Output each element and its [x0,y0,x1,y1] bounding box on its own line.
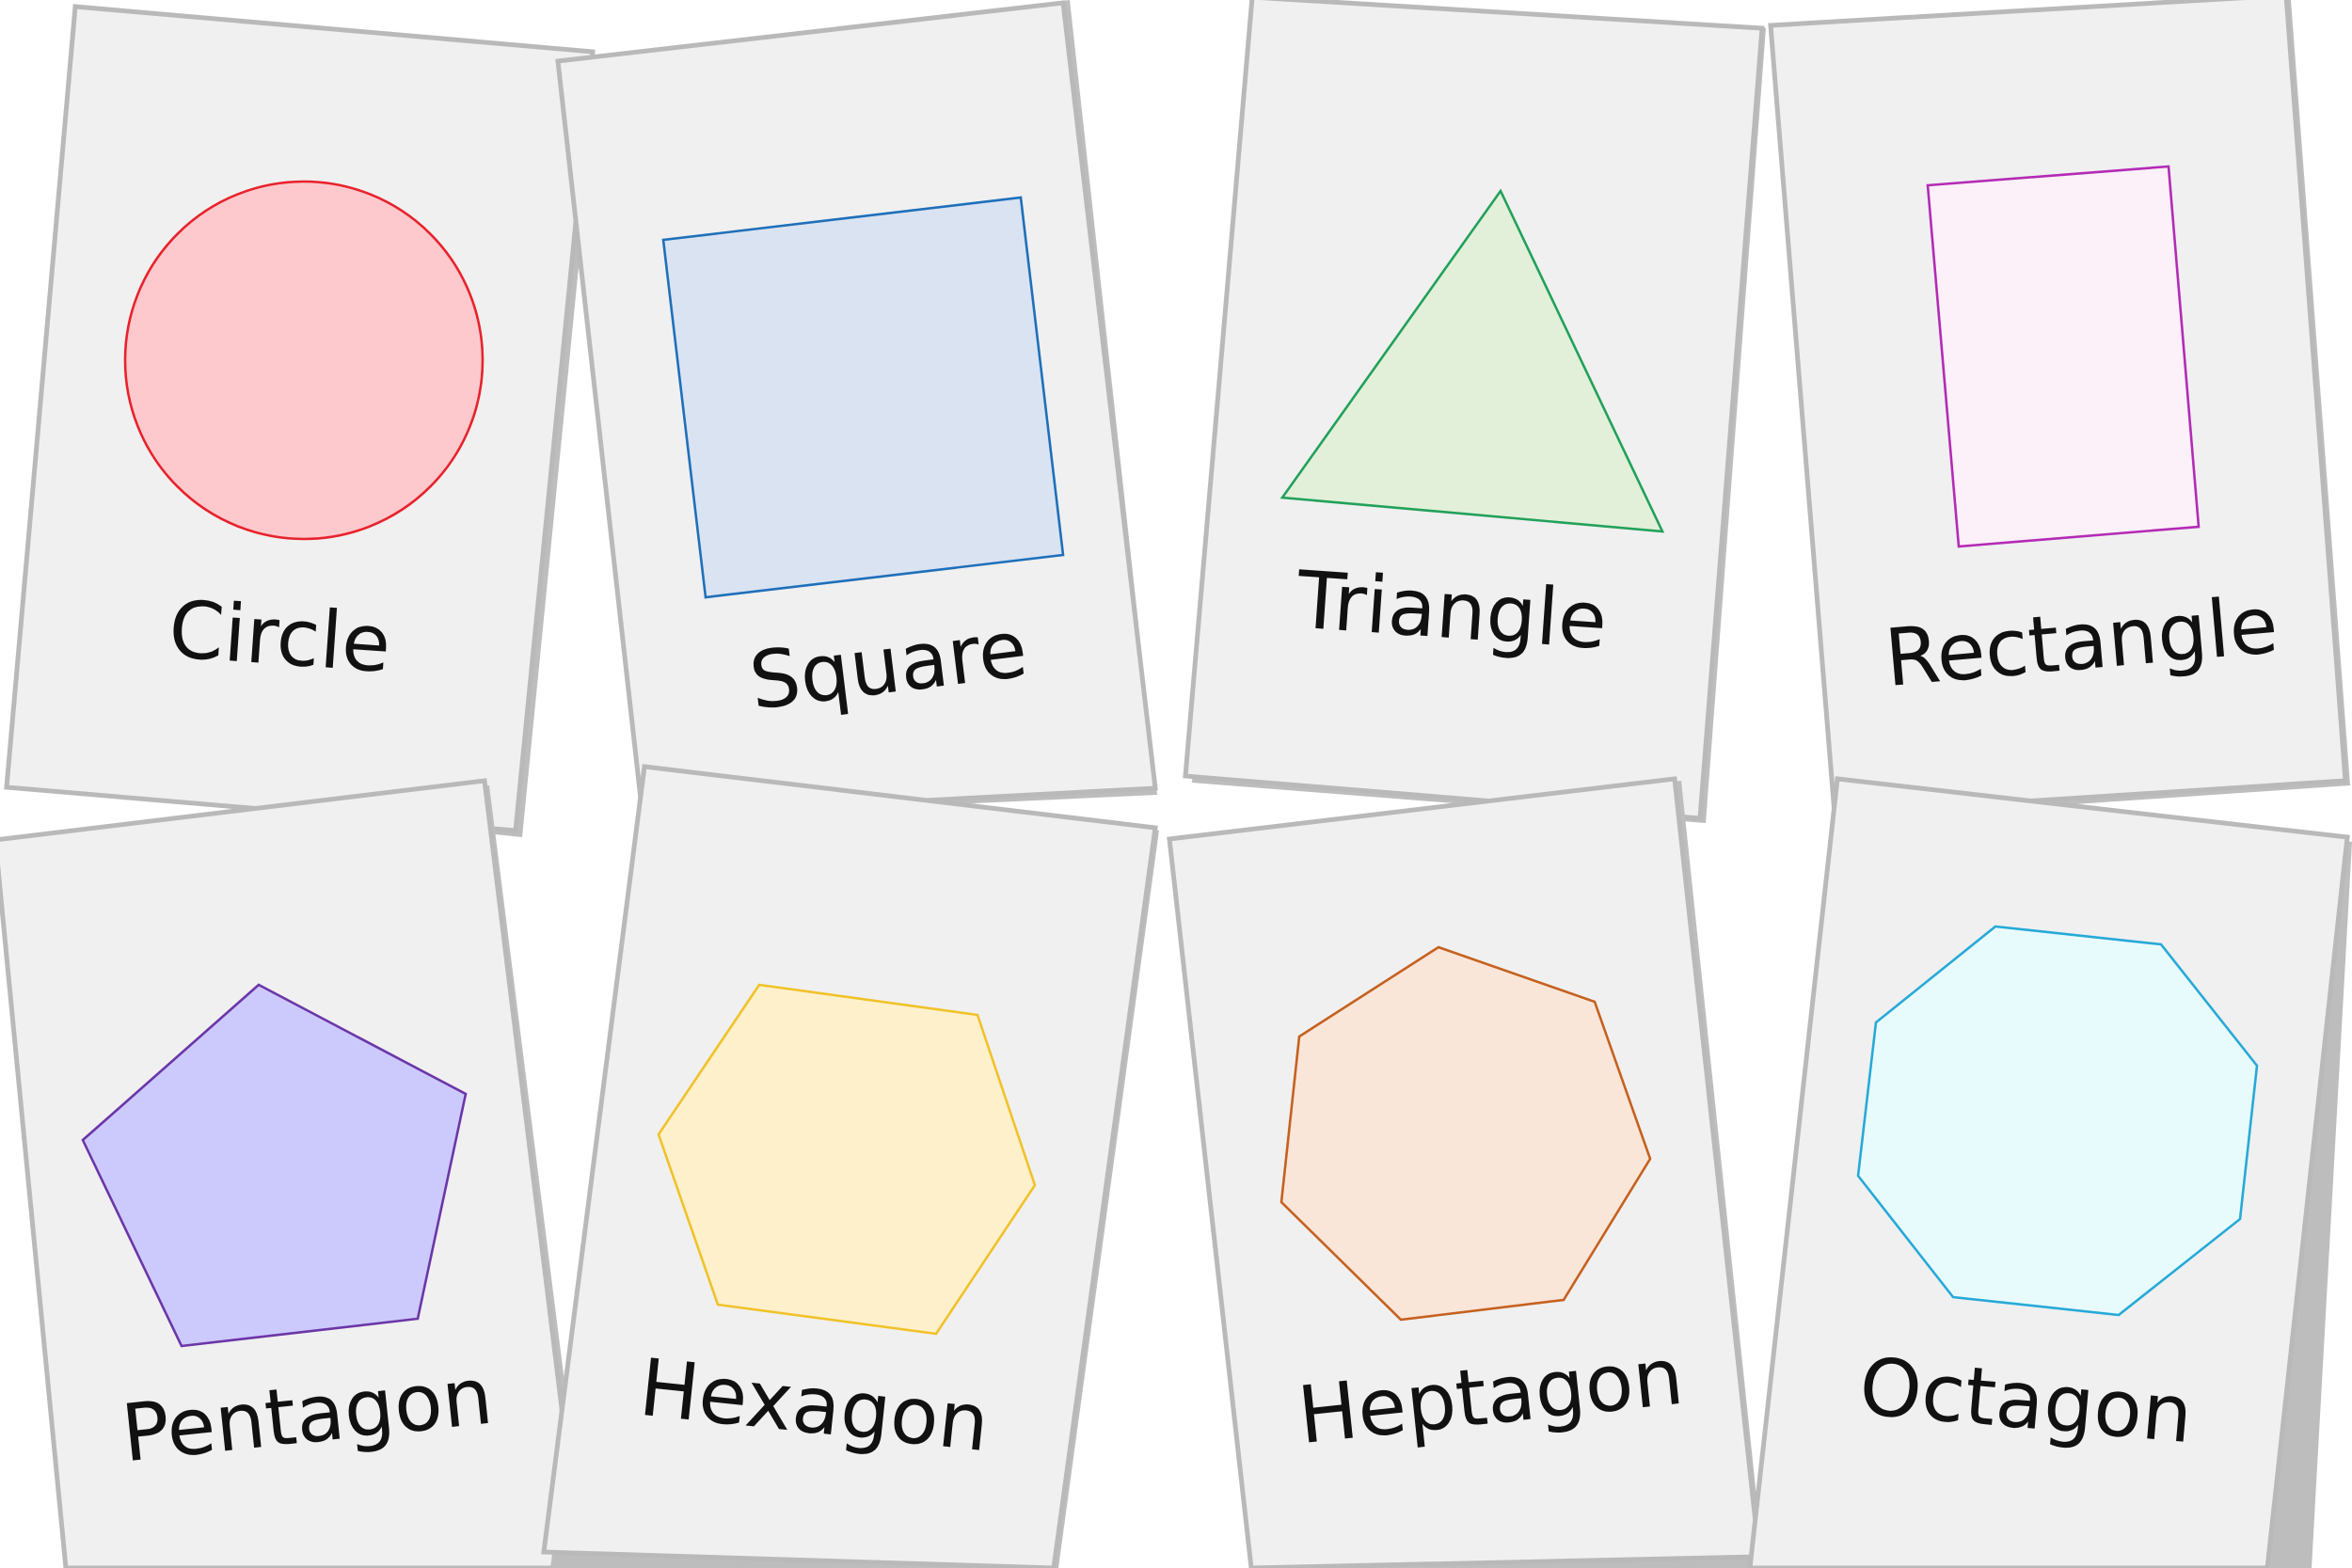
card-triangle: Triangle [1183,0,1766,823]
heptagon-shape [1279,945,1652,1322]
hexagon-shape [657,983,1037,1336]
circle-label: Circle [166,583,393,690]
octagon-shape [1856,925,2259,1317]
card-heptagon: Heptagon [1167,776,1764,1568]
square-shape [661,196,1065,599]
triangle-shape [1279,188,1665,533]
rectangle-shape [1926,165,2201,548]
triangle-label: Triangle [1293,553,1610,667]
card-pentagon: Pentagon [0,778,588,1568]
circle-shape [123,180,485,541]
card-octagon: Octagon [1747,776,2352,1568]
card-hexagon: Hexagon [541,764,1159,1568]
card-rectangle: Rectangle [1768,0,2350,820]
card-square: Square [555,0,1158,818]
pentagon-shape [81,983,468,1348]
card-circle: Circle [4,4,599,837]
